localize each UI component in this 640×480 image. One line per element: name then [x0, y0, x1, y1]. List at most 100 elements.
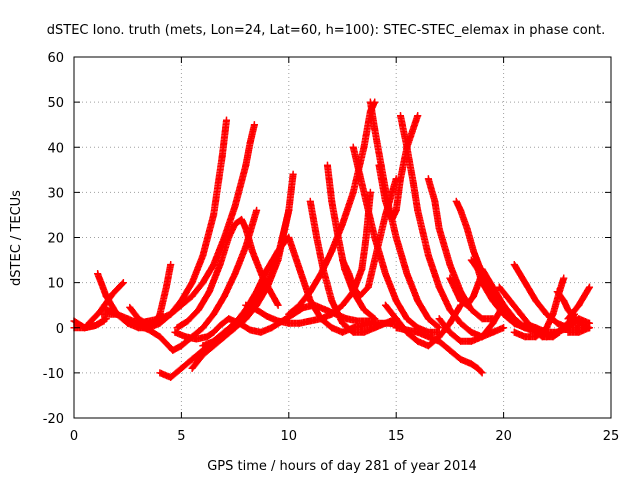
data-point — [246, 139, 254, 147]
data-point — [156, 369, 164, 377]
data-point — [192, 335, 200, 343]
data-point — [381, 319, 389, 327]
data-point — [113, 310, 121, 318]
data-point — [300, 303, 308, 311]
data-point — [328, 247, 336, 255]
data-point — [553, 328, 561, 336]
data-point — [457, 206, 465, 214]
data-point — [274, 247, 282, 255]
data-point — [199, 342, 207, 350]
data-point — [543, 310, 551, 318]
data-point — [345, 270, 353, 278]
data-point — [339, 220, 346, 228]
data-point — [184, 317, 192, 325]
data-point — [134, 321, 142, 329]
data-point — [356, 292, 364, 300]
data-point — [98, 310, 106, 318]
data-point — [296, 319, 304, 327]
data-point — [285, 206, 293, 214]
data-point — [366, 98, 374, 106]
data-point — [274, 317, 282, 325]
data-point — [253, 288, 261, 296]
data-point — [360, 143, 368, 151]
data-point — [306, 288, 314, 296]
data-point — [358, 265, 366, 273]
data-point — [375, 161, 383, 169]
data-point — [467, 360, 475, 368]
data-point — [478, 333, 486, 341]
data-point — [381, 270, 389, 278]
data-point — [457, 337, 465, 345]
data-point — [83, 321, 91, 329]
data-point — [371, 234, 379, 241]
data-point — [334, 234, 342, 241]
data-point — [177, 342, 185, 350]
data-point — [263, 283, 271, 291]
data-point — [392, 206, 400, 214]
data-point — [446, 328, 454, 336]
data-point — [457, 319, 465, 327]
series-17 — [339, 175, 400, 300]
data-point — [225, 315, 233, 323]
data-point — [446, 306, 454, 314]
data-point — [321, 306, 329, 314]
data-point — [285, 310, 293, 318]
data-point — [414, 206, 422, 214]
data-point — [446, 274, 454, 282]
data-point — [560, 297, 568, 305]
data-point — [463, 301, 471, 309]
y-tick-label: 10 — [47, 277, 64, 292]
data-point — [409, 179, 417, 187]
data-point — [167, 261, 175, 269]
data-point — [586, 324, 594, 332]
data-point — [371, 324, 379, 332]
data-point — [210, 261, 218, 269]
data-point — [339, 328, 346, 336]
data-point — [506, 297, 514, 305]
data-point — [225, 234, 233, 241]
data-point — [242, 315, 250, 323]
data-point — [210, 337, 218, 345]
data-point — [360, 306, 368, 314]
data-point — [91, 321, 99, 329]
data-point — [500, 301, 508, 309]
x-tick-label: 0 — [70, 429, 78, 444]
data-point — [435, 283, 443, 291]
data-point — [478, 369, 486, 377]
data-point — [560, 274, 568, 282]
data-points — [70, 98, 594, 381]
data-point — [467, 328, 475, 336]
data-point — [289, 170, 297, 178]
data-point — [431, 197, 439, 205]
y-tick-label: 0 — [56, 322, 64, 337]
data-point — [100, 317, 108, 325]
data-point — [435, 337, 443, 345]
data-point — [349, 328, 357, 336]
data-point — [242, 301, 250, 309]
data-point — [489, 328, 497, 336]
data-point — [203, 333, 211, 341]
data-point — [478, 265, 486, 273]
data-point — [354, 317, 362, 325]
data-point — [500, 324, 508, 332]
x-tick-label: 5 — [177, 429, 185, 444]
data-point — [392, 297, 400, 305]
data-point — [253, 206, 261, 214]
data-point — [366, 188, 374, 196]
data-point — [339, 256, 346, 264]
data-point — [446, 346, 454, 354]
data-point — [362, 234, 370, 241]
data-point — [424, 342, 432, 350]
data-point — [313, 234, 321, 241]
data-point — [145, 321, 153, 329]
data-point — [364, 317, 372, 325]
y-tick-label: 30 — [47, 186, 64, 201]
data-point — [392, 324, 400, 332]
data-point — [392, 234, 400, 241]
x-tick-label: 20 — [495, 429, 512, 444]
x-tick-label: 15 — [388, 429, 405, 444]
data-point — [371, 125, 379, 133]
data-point — [306, 197, 314, 205]
x-axis-label: GPS time / hours of day 281 of year 2014 — [207, 459, 477, 474]
data-point — [285, 319, 293, 327]
